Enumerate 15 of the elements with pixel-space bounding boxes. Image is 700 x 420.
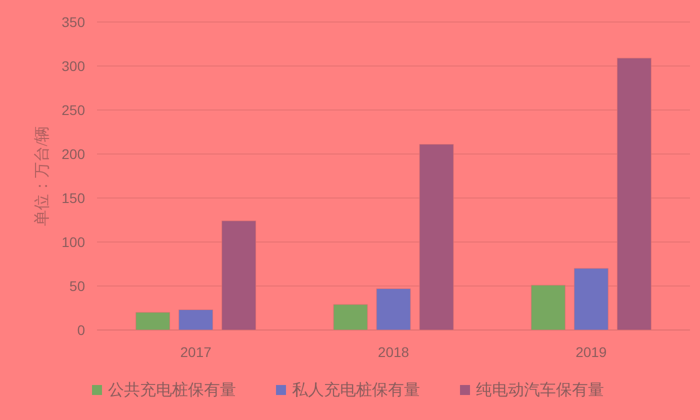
y-tick-label: 100	[62, 234, 86, 250]
y-tick-label: 350	[62, 14, 86, 30]
legend-label: 私人充电桩保有量	[292, 381, 420, 399]
y-tick-label: 200	[62, 146, 86, 162]
y-tick-label: 300	[62, 58, 86, 74]
x-tick-label: 2019	[576, 344, 607, 360]
legend-label: 纯电动汽车保有量	[476, 381, 604, 399]
x-tick-label: 2018	[378, 344, 410, 360]
legend-label: 公共充电桩保有量	[108, 381, 236, 399]
y-tick-label: 0	[77, 322, 86, 338]
y-axis-title: 单位：万台/辆	[33, 126, 51, 226]
y-tick-label: 250	[62, 102, 86, 118]
y-tick-label: 150	[62, 190, 86, 206]
x-tick-label: 2017	[180, 344, 212, 360]
y-tick-label: 50	[69, 278, 86, 294]
